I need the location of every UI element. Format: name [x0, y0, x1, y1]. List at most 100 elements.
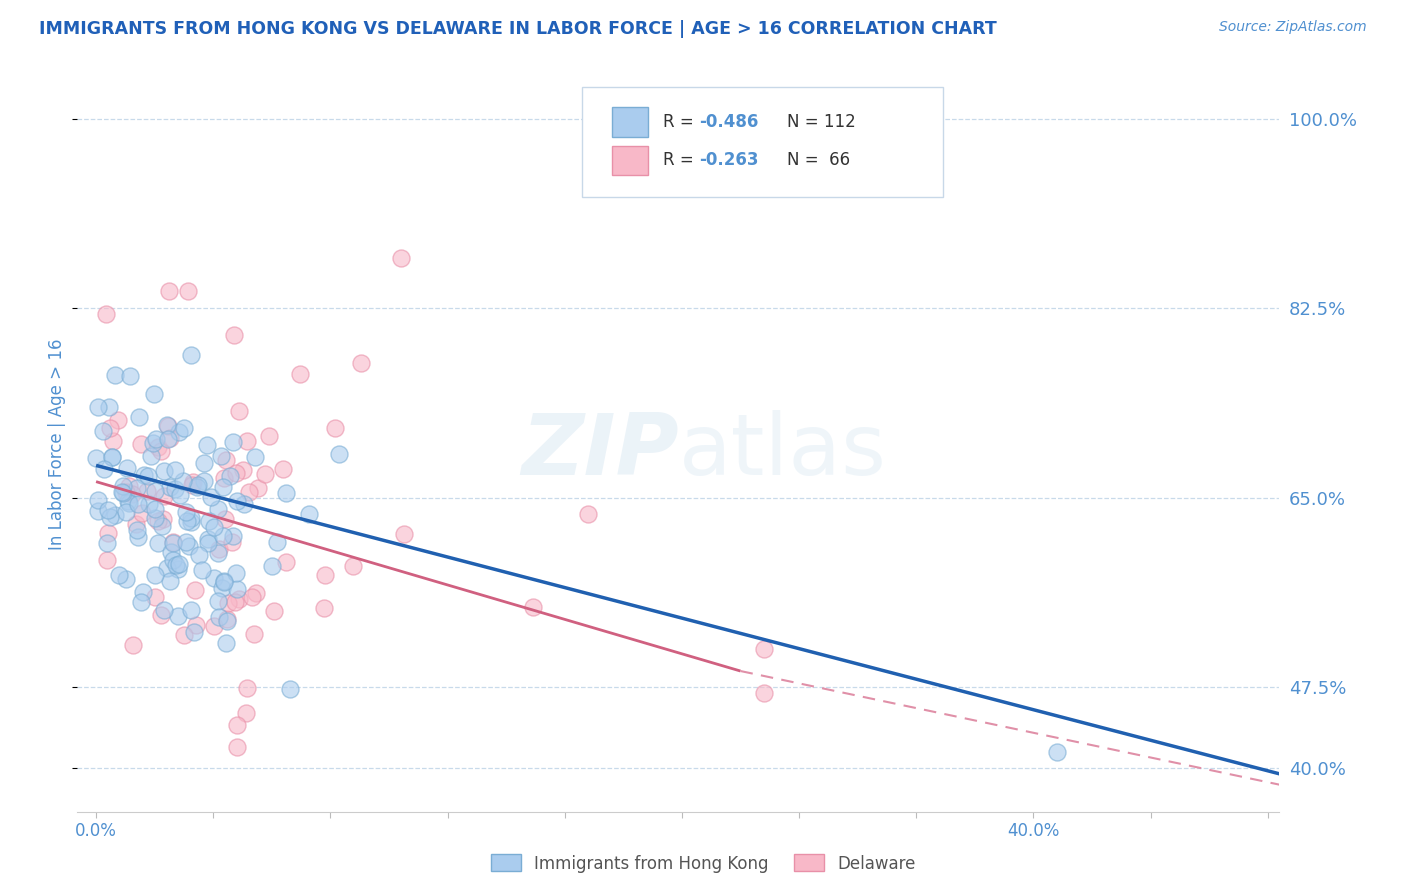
- Point: [129, 595, 152, 609]
- Point: [120, 368, 142, 383]
- Point: [104, 368, 127, 383]
- Point: [104, 508, 127, 522]
- Point: [222, 434, 245, 449]
- Point: [1046, 745, 1069, 759]
- Point: [225, 566, 247, 581]
- FancyBboxPatch shape: [582, 87, 943, 197]
- Point: [165, 483, 187, 497]
- Point: [191, 563, 214, 577]
- Point: [156, 417, 179, 432]
- Text: -0.486: -0.486: [699, 113, 758, 131]
- Point: [111, 484, 134, 499]
- Point: [195, 438, 218, 452]
- Point: [148, 514, 170, 528]
- Point: [150, 519, 173, 533]
- Point: [93, 462, 115, 476]
- Point: [181, 477, 204, 491]
- Point: [260, 558, 283, 573]
- Text: N =  66: N = 66: [786, 152, 849, 169]
- Point: [115, 505, 138, 519]
- FancyBboxPatch shape: [612, 107, 648, 136]
- Point: [197, 532, 219, 546]
- Point: [225, 739, 247, 754]
- Point: [173, 628, 195, 642]
- Point: [224, 595, 246, 609]
- Point: [752, 686, 775, 700]
- Point: [127, 481, 149, 495]
- Point: [271, 461, 294, 475]
- Point: [142, 387, 165, 401]
- Point: [180, 516, 202, 530]
- Point: [259, 429, 281, 443]
- Point: [159, 574, 181, 588]
- Point: [162, 535, 184, 549]
- Point: [181, 475, 204, 489]
- Legend: Immigrants from Hong Kong, Delaware: Immigrants from Hong Kong, Delaware: [484, 847, 922, 880]
- Point: [132, 585, 155, 599]
- Point: [226, 494, 249, 508]
- Point: [148, 440, 170, 454]
- Point: [225, 718, 247, 732]
- Point: [392, 527, 415, 541]
- Point: [86, 450, 108, 465]
- Point: [188, 549, 211, 563]
- Point: [115, 461, 138, 475]
- Point: [211, 529, 233, 543]
- Point: [228, 592, 250, 607]
- Point: [115, 572, 138, 586]
- Point: [169, 557, 191, 571]
- Point: [276, 555, 298, 569]
- Point: [117, 493, 139, 508]
- Point: [128, 409, 150, 424]
- Point: [156, 561, 179, 575]
- Point: [96, 536, 118, 550]
- Point: [153, 489, 176, 503]
- Point: [323, 421, 346, 435]
- Point: [222, 529, 245, 543]
- Point: [221, 534, 243, 549]
- Text: -0.263: -0.263: [699, 152, 758, 169]
- Point: [219, 469, 242, 483]
- Point: [153, 603, 176, 617]
- Point: [235, 706, 257, 721]
- Point: [187, 478, 209, 492]
- Point: [127, 530, 149, 544]
- Point: [274, 485, 297, 500]
- Point: [245, 586, 267, 600]
- Point: [215, 636, 238, 650]
- Point: [136, 468, 159, 483]
- Point: [297, 508, 319, 522]
- Point: [236, 434, 259, 448]
- Point: [100, 421, 122, 435]
- Point: [145, 432, 167, 446]
- Point: [312, 601, 335, 615]
- Point: [215, 612, 238, 626]
- Text: atlas: atlas: [679, 409, 886, 492]
- Point: [233, 497, 256, 511]
- Point: [215, 614, 238, 628]
- Point: [207, 546, 229, 560]
- Point: [169, 425, 191, 439]
- Point: [143, 511, 166, 525]
- Point: [174, 506, 197, 520]
- Point: [148, 536, 170, 550]
- Point: [200, 490, 222, 504]
- Point: [208, 610, 231, 624]
- Point: [225, 467, 247, 481]
- Point: [159, 480, 181, 494]
- FancyBboxPatch shape: [612, 145, 648, 175]
- Point: [162, 536, 184, 550]
- Point: [143, 590, 166, 604]
- Point: [752, 642, 775, 657]
- Point: [156, 418, 179, 433]
- Point: [160, 545, 183, 559]
- Point: [209, 449, 232, 463]
- Point: [212, 574, 235, 589]
- Point: [112, 479, 135, 493]
- Point: [150, 607, 173, 622]
- Point: [157, 285, 180, 299]
- Point: [193, 456, 215, 470]
- Point: [180, 511, 202, 525]
- Point: [186, 480, 208, 494]
- Point: [266, 535, 288, 549]
